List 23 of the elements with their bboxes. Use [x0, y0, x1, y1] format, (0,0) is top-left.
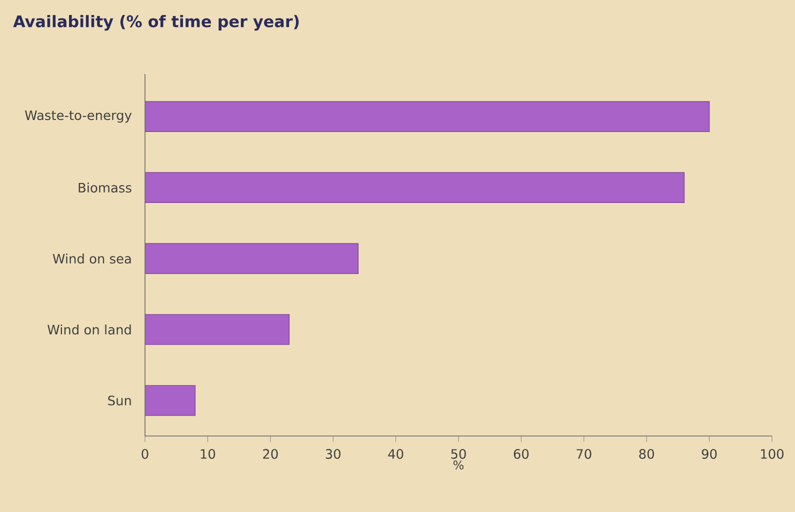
y-tick-label: Sun	[108, 396, 131, 406]
bar	[145, 172, 685, 203]
y-tick-label: Waste-to-energy	[24, 110, 132, 123]
y-tick-label: Wind on sea	[52, 254, 131, 264]
x-tick-label: 10	[200, 449, 216, 459]
x-axis-title: %	[453, 460, 464, 470]
x-tick-label: 30	[326, 449, 340, 459]
x-tick-label: 50	[451, 449, 466, 459]
chart-title: Availability (% of time per year)	[13, 15, 299, 31]
y-tick-label: Biomass	[78, 182, 132, 193]
x-tick-label: 90	[702, 449, 717, 459]
bar	[145, 385, 196, 416]
bar	[145, 243, 359, 274]
bar	[145, 101, 710, 132]
x-tick-label: 0	[142, 449, 148, 459]
x-tick-label: 20	[263, 449, 278, 459]
bar	[145, 314, 290, 345]
x-tick-label: 100	[761, 449, 784, 459]
x-tick-label: 80	[639, 449, 654, 459]
y-tick-label: Wind on land	[48, 324, 131, 335]
x-tick-label: 40	[388, 449, 404, 459]
x-tick-label: 60	[514, 449, 529, 459]
x-tick-label: 70	[576, 449, 592, 459]
